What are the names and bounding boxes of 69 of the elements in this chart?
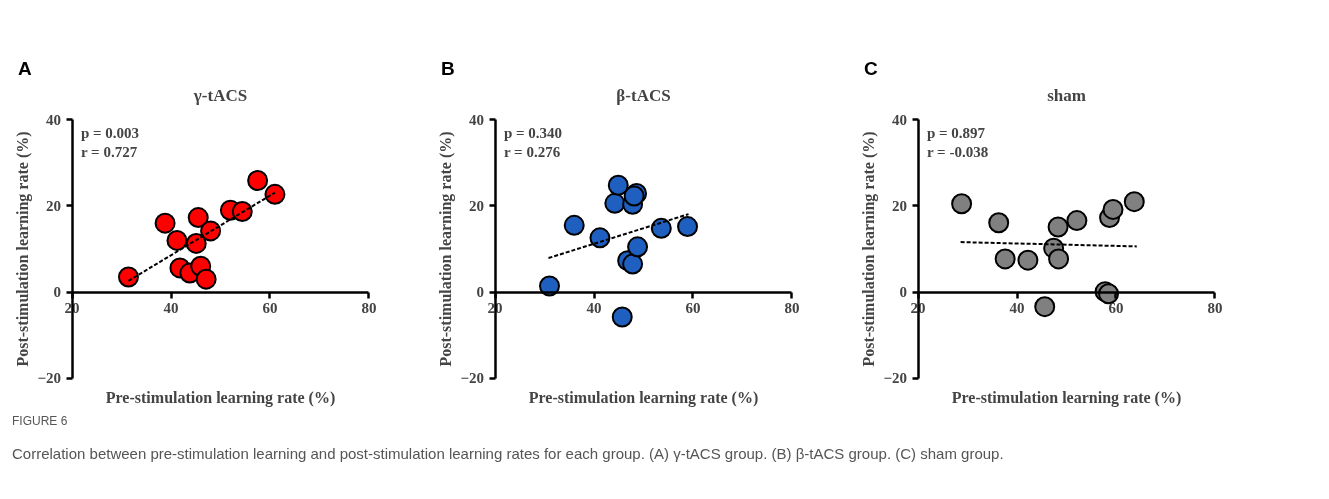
y-axis-title: Post-stimulation learning rate (%) — [13, 131, 32, 367]
point — [607, 174, 629, 196]
text: Correlation between pre-stimulation learning and post-stimulation learning rates for each group. (A) γ-tACS group. (B) β-tACS group. (C) sham group. — [12, 444, 1004, 464]
y-tick-label: 20 — [892, 197, 908, 214]
point — [247, 170, 269, 192]
text: A — [18, 57, 32, 81]
point — [988, 212, 1010, 234]
x-axis-title: Pre-stimulation learning rate (%) — [105, 388, 336, 407]
point — [951, 193, 973, 215]
point — [1034, 296, 1056, 318]
annotation: p = 0.003 — [80, 125, 140, 141]
point — [589, 227, 611, 249]
annotation: p = 0.340 — [503, 125, 563, 141]
annotation: r = 0.727 — [80, 144, 138, 161]
y-tick-label: −20 — [460, 370, 485, 387]
x-axis-title: Pre-stimulation learning rate (%) — [951, 388, 1182, 407]
point — [195, 268, 217, 290]
point — [185, 232, 207, 254]
y-tick-label: 0 — [899, 284, 908, 301]
point — [1048, 248, 1070, 270]
y-tick-label: 0 — [53, 284, 62, 301]
annotation: r = -0.038 — [926, 144, 989, 161]
x-tick-label: 40 — [1009, 300, 1025, 317]
y-tick-label: 20 — [46, 197, 62, 214]
y-tick-label: −20 — [37, 370, 62, 387]
point — [154, 212, 176, 234]
point — [166, 229, 188, 251]
point — [611, 306, 633, 328]
point — [231, 201, 253, 223]
point — [677, 216, 699, 238]
point — [1017, 249, 1039, 271]
point — [264, 183, 286, 205]
y-axis-title: Post-stimulation learning rate (%) — [859, 131, 878, 367]
point — [627, 236, 649, 258]
y-tick-label: 20 — [469, 197, 485, 214]
point — [1123, 191, 1145, 213]
x-tick-label: 40 — [586, 300, 602, 317]
point — [117, 266, 139, 288]
caption: FIGURE 6 — [12, 413, 68, 430]
point — [200, 220, 222, 242]
point — [187, 207, 209, 229]
point — [1066, 210, 1088, 232]
annotation: r = 0.276 — [503, 144, 561, 161]
text: B — [441, 57, 455, 81]
point — [994, 248, 1016, 270]
y-tick-label: 40 — [46, 111, 62, 128]
x-tick-label: 60 — [1108, 300, 1124, 317]
point — [622, 253, 644, 275]
x-axis-title: Pre-stimulation learning rate (%) — [528, 388, 759, 407]
text: C — [864, 57, 878, 81]
y-axis-title: Post-stimulation learning rate (%) — [436, 131, 455, 367]
x-tick-label: 40 — [163, 300, 179, 317]
point — [1047, 216, 1069, 238]
x-tick-label: 80 — [784, 300, 800, 317]
y-tick-label: 40 — [892, 111, 908, 128]
x-tick-label: 80 — [361, 300, 377, 317]
x-tick-label: 80 — [1207, 300, 1223, 317]
chart-title: sham — [1047, 85, 1086, 105]
x-tick-label: 60 — [262, 300, 278, 317]
x-tick-label: 60 — [685, 300, 701, 317]
y-tick-label: 40 — [469, 111, 485, 128]
annotation: p = 0.897 — [926, 125, 986, 141]
y-tick-label: −20 — [883, 370, 908, 387]
y-tick-label: 0 — [476, 284, 485, 301]
point — [563, 214, 585, 236]
chart-title: γ-tACS — [192, 85, 248, 105]
point — [650, 217, 672, 239]
point — [1102, 198, 1124, 220]
chart-title: β-tACS — [616, 85, 671, 105]
